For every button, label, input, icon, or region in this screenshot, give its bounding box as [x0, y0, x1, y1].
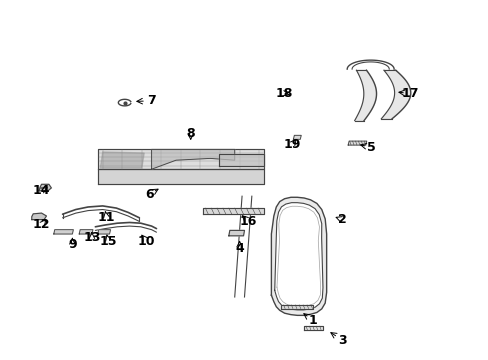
Text: 8: 8	[186, 127, 195, 140]
Polygon shape	[347, 141, 366, 145]
Polygon shape	[219, 154, 264, 166]
Polygon shape	[98, 149, 264, 169]
Text: 9: 9	[68, 238, 77, 251]
Polygon shape	[203, 208, 264, 214]
Text: 5: 5	[366, 141, 375, 154]
Polygon shape	[98, 230, 110, 234]
Text: 13: 13	[83, 231, 101, 244]
Text: 4: 4	[235, 242, 244, 255]
Polygon shape	[354, 70, 376, 121]
Polygon shape	[54, 230, 73, 234]
Text: 14: 14	[33, 184, 50, 197]
Text: 1: 1	[308, 314, 317, 327]
Polygon shape	[228, 230, 244, 236]
Polygon shape	[79, 230, 93, 234]
Polygon shape	[281, 305, 312, 309]
Text: 6: 6	[144, 188, 153, 201]
Text: 10: 10	[138, 235, 155, 248]
Text: 18: 18	[275, 87, 293, 100]
Text: 3: 3	[337, 334, 346, 347]
Polygon shape	[271, 197, 326, 315]
Polygon shape	[293, 135, 301, 139]
Polygon shape	[39, 184, 51, 191]
Text: 11: 11	[98, 211, 115, 224]
Polygon shape	[32, 213, 46, 220]
Text: 16: 16	[239, 215, 257, 228]
Polygon shape	[98, 169, 264, 184]
Polygon shape	[100, 152, 144, 168]
Polygon shape	[381, 70, 410, 119]
Text: 12: 12	[33, 219, 50, 231]
Text: 17: 17	[401, 87, 419, 100]
Text: 7: 7	[147, 94, 156, 107]
Text: 15: 15	[100, 235, 117, 248]
Text: 2: 2	[337, 213, 346, 226]
Polygon shape	[304, 326, 322, 330]
Text: 19: 19	[283, 138, 301, 150]
Polygon shape	[151, 149, 234, 169]
